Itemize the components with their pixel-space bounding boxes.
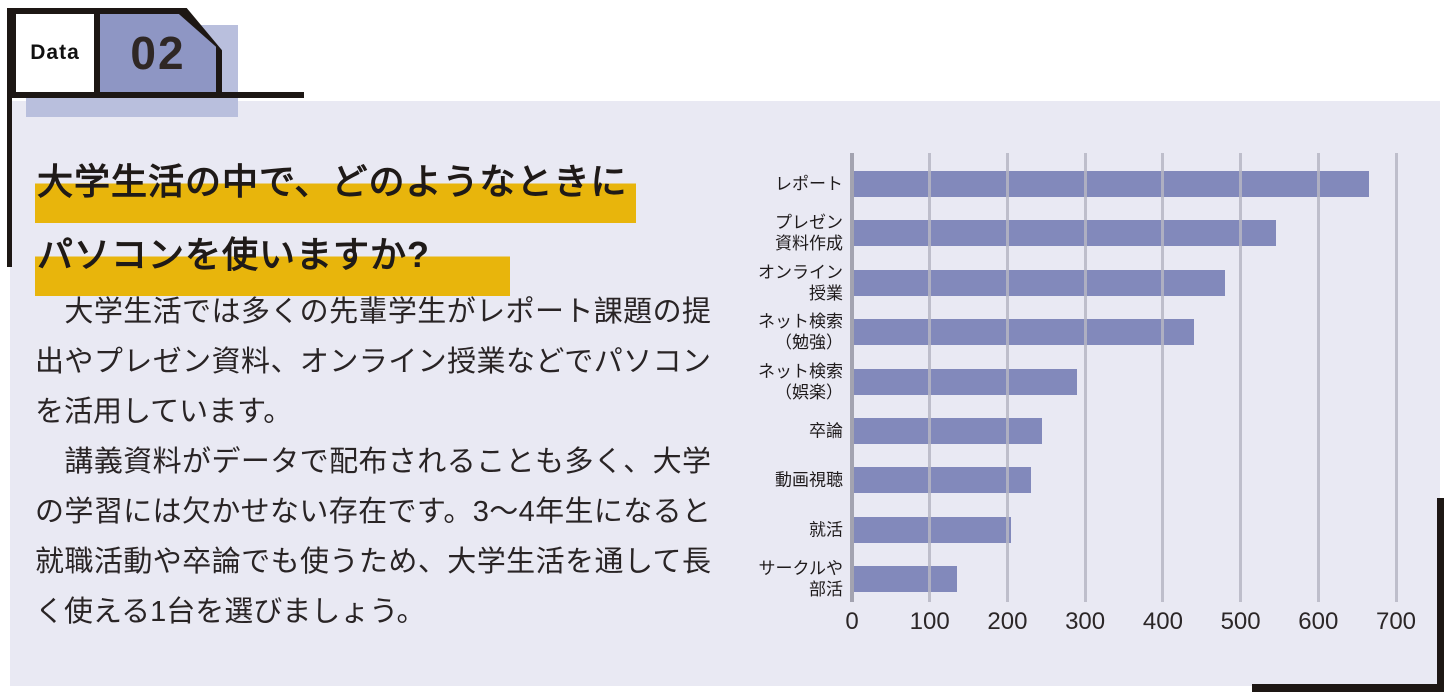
frame-bottom-right-horizontal [1252,684,1444,692]
axis-line [850,153,854,602]
badge-number-label: 02 [130,27,186,79]
bar-0 [852,171,1369,197]
category-label-0: レポート [775,174,843,194]
gridline-700 [1394,153,1398,602]
gridline-400 [1161,153,1165,602]
bar-6 [852,467,1031,494]
bar-1 [852,220,1276,247]
category-label-3: ネット検索 （勉強） [758,312,843,353]
gridline-200 [1005,153,1009,602]
section-title-line1: 大学生活の中で、どのようなときに [35,150,636,223]
gridline-600 [1316,153,1320,602]
category-label-6: 動画視聴 [775,470,843,490]
badge-connector-line [216,92,304,98]
chart-category-labels: レポートプレゼン 資料作成オンライン 授業 ネット検索 （勉強） ネット検索 （娯楽） 卒論動… [693,0,843,697]
badge-kicker-label: Data [30,41,80,64]
section-title-line2: パソコンを使いますか? [35,223,510,296]
badge-kicker-box: Data [10,8,100,98]
body-paragraph-1: 大学生活では多くの先輩学生がレポート課題の提出やプレゼン資料、オンライン授業など… [35,296,711,428]
tick-label-0: 0 [845,608,859,635]
tick-label-600: 600 [1298,608,1339,635]
frame-top-left-vertical [7,8,12,267]
tick-label-500: 500 [1220,608,1261,635]
bar-5 [852,418,1043,444]
gridline-500 [1239,153,1243,602]
body-text: 大学生活では多くの先輩学生がレポート課題の提出やプレゼン資料、オンライン授業など… [35,287,711,637]
bar-4 [852,368,1078,395]
category-label-4: ネット検索 （娯楽） [758,361,843,402]
tick-label-200: 200 [987,608,1028,635]
bar-8 [852,566,957,593]
tick-label-700: 700 [1375,608,1417,635]
bar-7 [852,516,1012,543]
category-label-7: 就活 [809,520,843,540]
category-label-5: 卒論 [809,421,843,441]
category-label-8: サークルや 部活 [758,559,844,600]
tick-label-300: 300 [1065,608,1106,635]
category-label-1: プレゼン 資料作成 [775,213,843,254]
bar-3 [852,319,1194,346]
body-paragraph-2: 講義資料がデータで配布されることも多く、大学の学習には欠かせない存在です。3～4… [35,446,711,628]
gridline-300 [1083,153,1087,602]
section-title: 大学生活の中で、どのようなときに パソコンを使いますか? [35,150,636,296]
chart-plot [850,153,1398,602]
badge-number-box: 02 [100,14,216,92]
gridline-100 [928,153,932,602]
tick-label-400: 400 [1142,608,1183,635]
bar-2 [852,269,1225,296]
frame-bottom-right-vertical [1437,498,1444,692]
category-label-2: オンライン 授業 [758,262,843,303]
tick-label-100: 100 [909,608,950,635]
